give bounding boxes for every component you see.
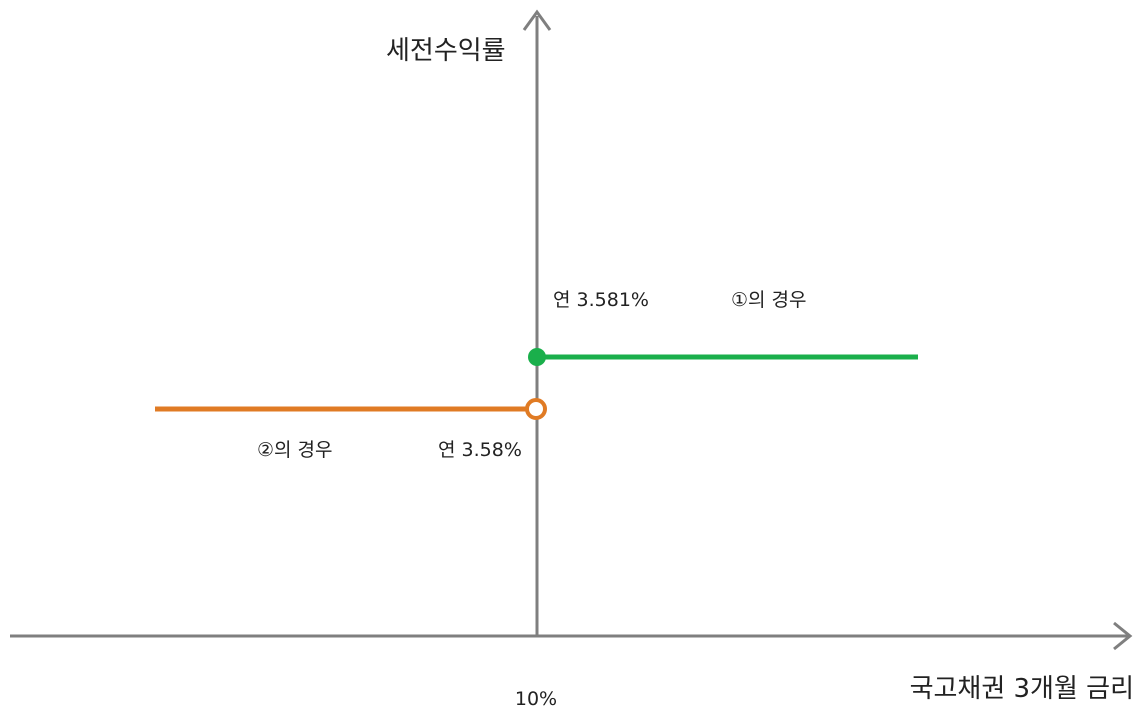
case2-label: ②의 경우 (257, 439, 333, 461)
case1-label: ①의 경우 (731, 289, 807, 311)
y-axis-arrowhead (522, 9, 552, 31)
case2-open-dot (525, 398, 547, 420)
case1-rate-label: 연 3.581% (553, 289, 649, 311)
x-axis-arrowhead (1113, 621, 1133, 651)
x-tick-label: 10% (515, 688, 557, 710)
y-axis-label: 세전수익률 (386, 36, 506, 66)
case2-rate-label: 연 3.58% (438, 439, 522, 461)
case1-closed-dot (528, 348, 546, 366)
x-axis-label: 국고채권 3개월 금리 (910, 674, 1134, 704)
